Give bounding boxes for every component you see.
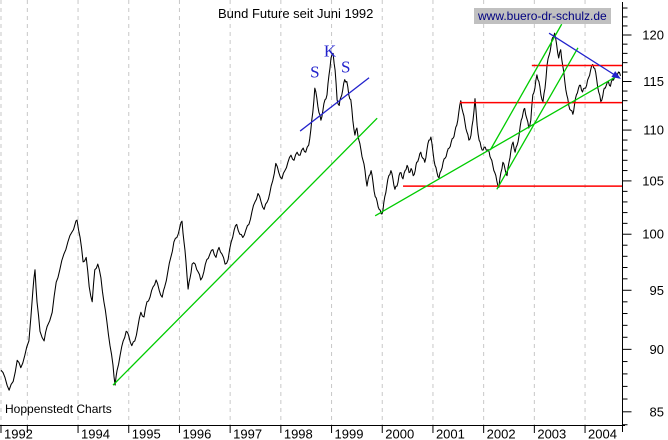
downtrend-2003-blue (548, 32, 618, 78)
y-tick-label: 100 (642, 227, 664, 242)
x-tick-label: 1999 (335, 427, 364, 440)
y-tick-label: 120 (642, 28, 664, 43)
pattern-label-k: K (323, 41, 337, 61)
chart-title: Bund Future seit Juni 1992 (218, 6, 374, 21)
y-tick-label: 95 (650, 283, 664, 298)
pattern-label-s1: S (310, 62, 320, 82)
x-tick-label: 2003 (537, 427, 566, 440)
rising-wedge-left-green (489, 23, 563, 151)
x-tick-label: 1998 (284, 427, 313, 440)
rising-wedge-right-green (496, 47, 579, 190)
x-tick-label: 1996 (182, 427, 211, 440)
uptrend-2000-2004-green (374, 75, 618, 217)
uptrend-1993-2000-green (112, 117, 378, 386)
price-line (0, 32, 622, 391)
watermark-badge: www.buero-dr-schulz.de (474, 8, 611, 24)
y-tick-label: 115 (643, 74, 664, 89)
x-tick-label: 1997 (233, 427, 262, 440)
x-tick-label: 1995 (132, 427, 161, 440)
trend-arrowhead-icon (611, 71, 621, 79)
source-credit: Hoppenstedt Charts (5, 402, 112, 416)
y-tick-label: 110 (643, 123, 664, 138)
x-tick-label: 1992 (4, 427, 33, 440)
x-tick-label: 2000 (385, 427, 414, 440)
pattern-label-s2: S (341, 57, 351, 77)
y-tick-label: 85 (650, 404, 664, 419)
y-tick-label: 90 (650, 342, 664, 357)
x-tick-label: 2002 (487, 427, 516, 440)
x-tick-label: 1994 (81, 427, 110, 440)
x-tick-label: 2001 (436, 427, 465, 440)
y-tick-label: 105 (642, 173, 664, 188)
sks-neckline-blue (299, 77, 370, 132)
x-tick-label: 2004 (588, 427, 617, 440)
